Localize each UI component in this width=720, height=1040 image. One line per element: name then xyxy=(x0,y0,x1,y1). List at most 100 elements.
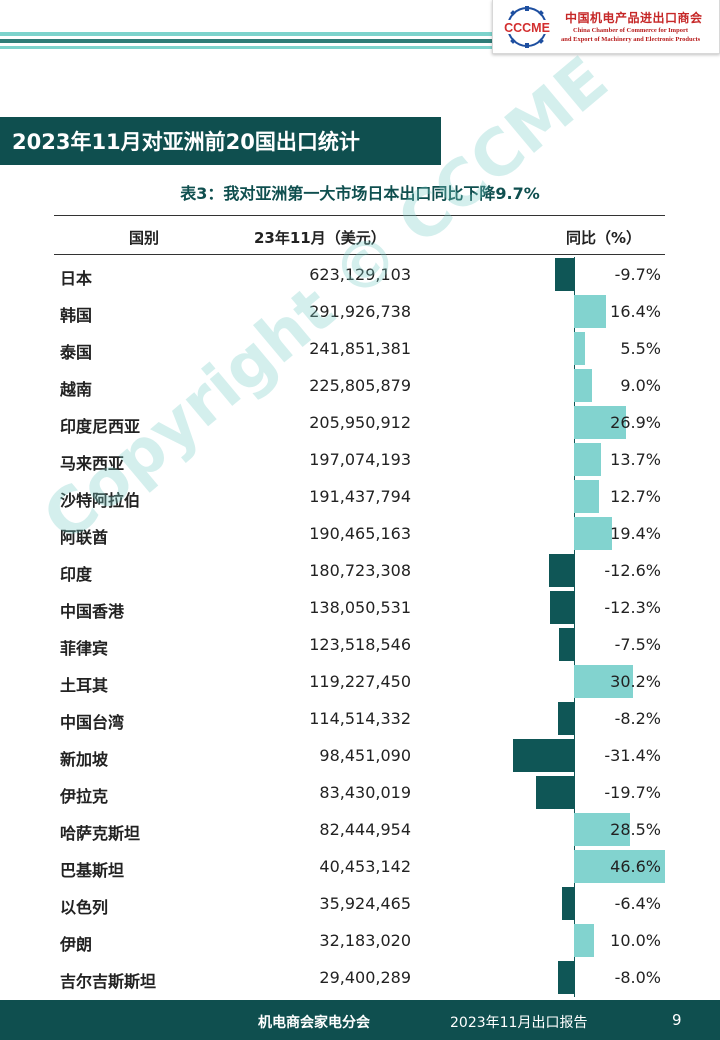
yoy-value: -19.7% xyxy=(604,783,661,802)
page-footer: 机电商会家电分会 2023年11月出口报告 9 xyxy=(0,1000,720,1040)
export-amount: 205,950,912 xyxy=(309,413,411,432)
country-name: 中国香港 xyxy=(60,602,125,621)
export-amount: 40,453,142 xyxy=(319,857,411,876)
country-name: 越南 xyxy=(60,380,93,399)
country-name: 巴基斯坦 xyxy=(60,861,125,880)
country-name: 吉尔吉斯斯坦 xyxy=(60,972,157,991)
section-title-banner: 2023年11月对亚洲前20国出口统计 xyxy=(0,117,441,165)
table-row: 日本 623,129,103 -9.7% xyxy=(54,257,665,294)
page-number: 9 xyxy=(672,1011,682,1029)
export-amount: 190,465,163 xyxy=(309,524,411,543)
export-amount: 191,437,794 xyxy=(309,487,411,506)
country-name: 印度尼西亚 xyxy=(60,417,141,436)
export-amount: 180,723,308 xyxy=(309,561,411,580)
header-stripe xyxy=(0,39,495,43)
yoy-value: 46.6% xyxy=(610,857,661,876)
table-row: 泰国 241,851,381 5.5% xyxy=(54,331,665,368)
yoy-value: 19.4% xyxy=(610,524,661,543)
yoy-value: -31.4% xyxy=(604,746,661,765)
yoy-bar xyxy=(535,776,574,809)
country-name: 阿联酋 xyxy=(60,528,109,547)
export-amount: 623,129,103 xyxy=(309,265,411,284)
org-name-cn: 中国机电产品进出口商会 xyxy=(565,11,703,25)
yoy-bar xyxy=(574,850,665,883)
footer-report-name: 2023年11月出口报告 xyxy=(450,1015,588,1031)
export-amount: 29,400,289 xyxy=(319,968,411,987)
country-name: 沙特阿拉伯 xyxy=(60,491,141,510)
country-name: 马来西亚 xyxy=(60,454,125,473)
country-name: 新加坡 xyxy=(60,750,109,769)
yoy-bar xyxy=(574,295,606,328)
footer-org: 机电商会家电分会 xyxy=(258,1015,370,1031)
table-row: 沙特阿拉伯 191,437,794 12.7% xyxy=(54,479,665,516)
table-row: 伊朗 32,183,020 10.0% xyxy=(54,923,665,960)
yoy-bar xyxy=(558,961,574,994)
yoy-bar xyxy=(555,258,574,291)
table-row: 菲律宾 123,518,546 -7.5% xyxy=(54,627,665,664)
export-amount: 98,451,090 xyxy=(319,746,411,765)
column-header-yoy: 同比（%） xyxy=(566,229,642,247)
yoy-value: 26.9% xyxy=(610,413,661,432)
export-amount: 123,518,546 xyxy=(309,635,411,654)
org-name-en-line2: and Export of Machinery and Electronic P… xyxy=(561,36,701,43)
table-row: 以色列 35,924,465 -6.4% xyxy=(54,886,665,923)
yoy-value: -12.6% xyxy=(604,561,661,580)
yoy-bar xyxy=(574,406,627,439)
yoy-bar xyxy=(574,332,585,365)
table-row: 伊拉克 83,430,019 -19.7% xyxy=(54,775,665,812)
yoy-bar xyxy=(574,443,601,476)
yoy-value: -8.0% xyxy=(614,968,661,987)
table-row: 中国香港 138,050,531 -12.3% xyxy=(54,590,665,627)
column-header-country: 国别 xyxy=(129,229,160,247)
export-amount: 114,514,332 xyxy=(309,709,411,728)
yoy-value: 30.2% xyxy=(610,672,661,691)
country-name: 日本 xyxy=(60,269,93,288)
yoy-value: -9.7% xyxy=(614,265,661,284)
table-row: 土耳其 119,227,450 30.2% xyxy=(54,664,665,701)
country-name: 菲律宾 xyxy=(60,639,109,658)
yoy-bar xyxy=(558,702,574,735)
column-header-amount: 23年11月（美元） xyxy=(254,229,386,247)
export-amount: 82,444,954 xyxy=(319,820,411,839)
country-name: 以色列 xyxy=(60,898,109,917)
cccme-logo-icon: CCCME xyxy=(500,6,554,48)
export-amount: 32,183,020 xyxy=(319,931,411,950)
yoy-bar xyxy=(561,887,574,920)
table-row: 中国台湾 114,514,332 -8.2% xyxy=(54,701,665,738)
table-row: 印度 180,723,308 -12.6% xyxy=(54,553,665,590)
org-name-en-line1: China Chamber of Commerce for Import xyxy=(573,27,688,34)
export-amount: 241,851,381 xyxy=(309,339,411,358)
yoy-value: -12.3% xyxy=(604,598,661,617)
yoy-bar xyxy=(549,554,574,587)
table-row: 吉尔吉斯斯坦 29,400,289 -8.0% xyxy=(54,960,665,997)
bar-axis xyxy=(574,257,575,997)
table-row: 韩国 291,926,738 16.4% xyxy=(54,294,665,331)
country-name: 印度 xyxy=(60,565,93,584)
yoy-value: 9.0% xyxy=(620,376,661,395)
yoy-bar xyxy=(550,591,574,624)
export-amount: 35,924,465 xyxy=(319,894,411,913)
svg-text:CCCME: CCCME xyxy=(504,21,550,35)
export-amount: 119,227,450 xyxy=(309,672,411,691)
table-row: 新加坡 98,451,090 -31.4% xyxy=(54,738,665,775)
yoy-bar xyxy=(574,665,633,698)
table-row: 马来西亚 197,074,193 13.7% xyxy=(54,442,665,479)
table-row: 巴基斯坦 40,453,142 46.6% xyxy=(54,849,665,886)
country-name: 伊拉克 xyxy=(60,787,109,806)
yoy-bar xyxy=(512,739,574,772)
country-name: 土耳其 xyxy=(60,676,109,695)
table-header: 国别 23年11月（美元） 同比（%） xyxy=(54,215,665,255)
yoy-bar xyxy=(574,480,599,513)
yoy-value: 16.4% xyxy=(610,302,661,321)
section-title: 2023年11月对亚洲前20国出口统计 xyxy=(12,130,360,154)
yoy-value: 28.5% xyxy=(610,820,661,839)
org-logo: CCCME 中国机电产品进出口商会 China Chamber of Comme… xyxy=(492,0,720,54)
table-row: 印度尼西亚 205,950,912 26.9% xyxy=(54,405,665,442)
yoy-bar xyxy=(574,369,592,402)
header-stripe xyxy=(0,32,495,36)
yoy-bar xyxy=(574,813,630,846)
country-name: 哈萨克斯坦 xyxy=(60,824,141,843)
yoy-bar xyxy=(574,924,594,957)
yoy-value: 12.7% xyxy=(610,487,661,506)
yoy-value: 10.0% xyxy=(610,931,661,950)
